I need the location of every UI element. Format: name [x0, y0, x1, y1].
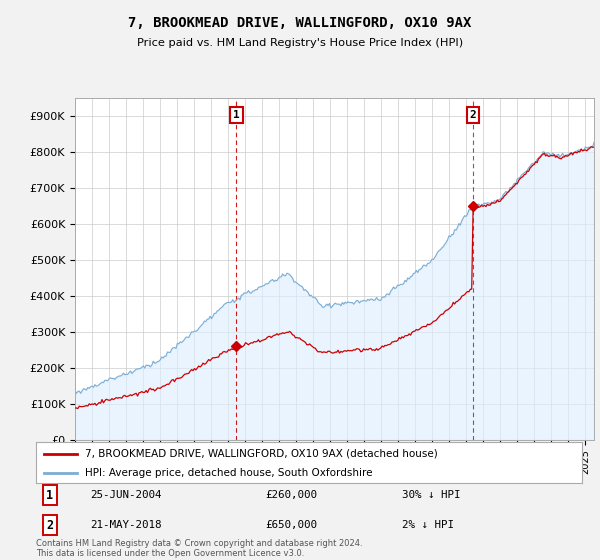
Text: Price paid vs. HM Land Registry's House Price Index (HPI): Price paid vs. HM Land Registry's House …	[137, 38, 463, 48]
Text: Contains HM Land Registry data © Crown copyright and database right 2024.
This d: Contains HM Land Registry data © Crown c…	[36, 539, 362, 558]
Text: £650,000: £650,000	[265, 520, 317, 530]
Text: HPI: Average price, detached house, South Oxfordshire: HPI: Average price, detached house, Sout…	[85, 468, 373, 478]
Text: 7, BROOKMEAD DRIVE, WALLINGFORD, OX10 9AX (detached house): 7, BROOKMEAD DRIVE, WALLINGFORD, OX10 9A…	[85, 449, 438, 459]
Text: £260,000: £260,000	[265, 490, 317, 500]
Text: 2: 2	[46, 519, 53, 531]
Text: 25-JUN-2004: 25-JUN-2004	[91, 490, 162, 500]
Text: 7, BROOKMEAD DRIVE, WALLINGFORD, OX10 9AX: 7, BROOKMEAD DRIVE, WALLINGFORD, OX10 9A…	[128, 16, 472, 30]
Text: 21-MAY-2018: 21-MAY-2018	[91, 520, 162, 530]
Text: 2: 2	[469, 110, 476, 120]
Text: 1: 1	[233, 110, 240, 120]
Text: 1: 1	[46, 489, 53, 502]
Text: 2% ↓ HPI: 2% ↓ HPI	[402, 520, 454, 530]
Text: 30% ↓ HPI: 30% ↓ HPI	[402, 490, 460, 500]
